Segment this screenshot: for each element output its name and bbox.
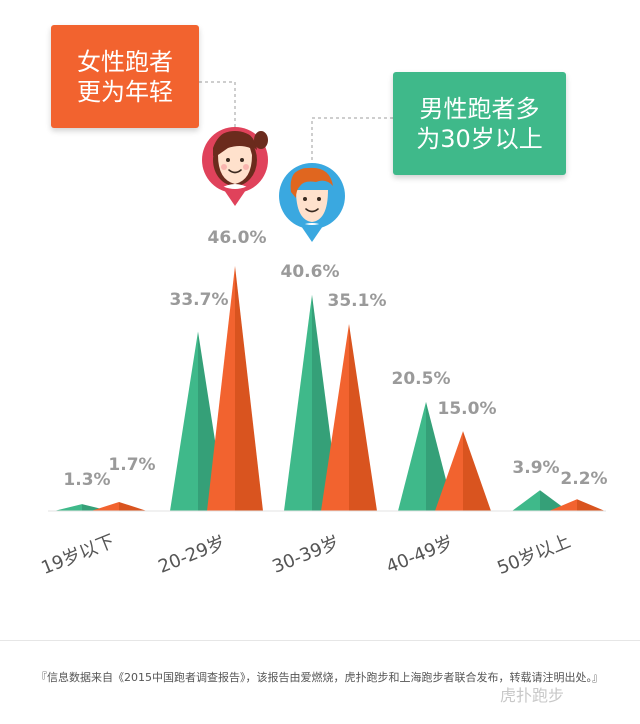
male-callout-connector [311, 117, 393, 166]
female-callout-line1: 女性跑者 [77, 47, 173, 76]
female-value-label-1: 1.7% [108, 455, 155, 475]
category-label-1: 19岁以下 [38, 531, 117, 579]
female-value-label-4: 15.0% [438, 399, 497, 419]
watermark: 虎扑跑步 [500, 686, 565, 705]
female-callout-line2: 更为年轻 [77, 77, 173, 106]
category-label-4: 40-49岁 [383, 532, 456, 578]
category-label-5: 50岁以上 [494, 531, 573, 579]
male-peak-5 [512, 490, 568, 511]
male-peak-1 [54, 504, 110, 511]
footer-divider [0, 640, 640, 641]
female-value-label-3: 35.1% [328, 291, 387, 311]
male-runner-avatar-icon [279, 163, 345, 242]
male-callout: 男性跑者多 为30岁以上 [393, 72, 566, 175]
male-value-label-4: 20.5% [392, 369, 451, 389]
female-callout-connector [199, 81, 236, 130]
category-label-3: 30-39岁 [269, 532, 342, 578]
male-value-label-2: 33.7% [170, 290, 229, 310]
female-value-label-5: 2.2% [560, 469, 607, 489]
female-peak-5 [549, 499, 605, 511]
male-callout-line1: 男性跑者多 [419, 94, 540, 123]
female-runner-avatar-icon [202, 127, 268, 206]
value-labels: 1.3% 33.7% 40.6% 20.5% 3.9% 1.7% 46.0% 35.1% 15.… [63, 228, 607, 490]
female-callout: 女性跑者 更为年轻 [51, 25, 199, 128]
female-peak-1 [91, 501, 147, 511]
female-peak-3 [321, 324, 377, 511]
category-label-2: 20-29岁 [155, 532, 228, 578]
male-value-label-5: 3.9% [512, 458, 559, 478]
male-value-label-3: 40.6% [281, 262, 340, 282]
female-value-label-2: 46.0% [208, 228, 267, 248]
female-peak-4 [435, 431, 491, 511]
male-callout-line2: 为30岁以上 [416, 124, 543, 153]
category-labels: 19岁以下 20-29岁 30-39岁 40-49岁 50岁以上 [38, 531, 573, 579]
male-value-label-1: 1.3% [63, 470, 110, 490]
female-peak-2 [207, 266, 263, 511]
source-note: 『信息数据来自《2015中国跑者调查报告》，该报告由爱燃烧，虎扑跑步和上海跑步者… [36, 671, 603, 684]
chart-marks [54, 266, 605, 511]
